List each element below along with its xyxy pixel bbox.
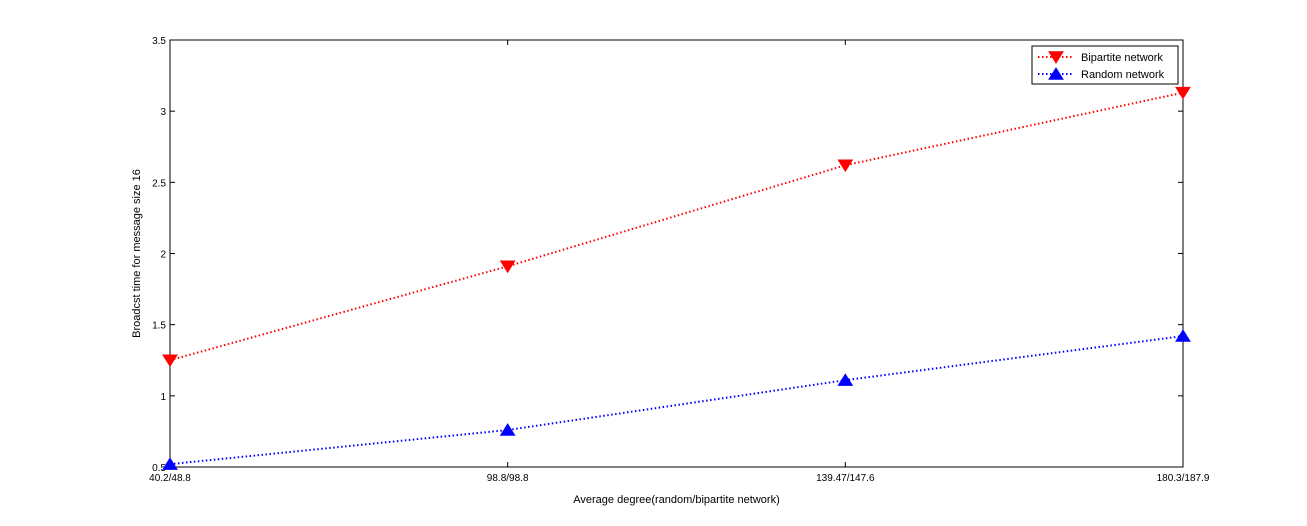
x-tick-label: 98.8/98.8 [487,473,529,484]
y-tick-label: 0.5 [152,463,166,474]
legend-marker [1048,51,1064,64]
axis-ticks: 0.5 1 1.5 2 2.5 3 3.5 40.2/48.8 98.8/98.8 139.47/… [149,36,1210,484]
data-point-marker [1175,86,1191,100]
series-bipartite [162,86,1191,368]
x-tick-label: 139.47/147.6 [816,473,875,484]
y-tick-label: 2.5 [152,178,166,189]
y-tick-label: 1 [160,392,166,403]
plot-area [169,39,1184,468]
x-tick-label: 180.3/187.9 [1157,473,1210,484]
x-axis-label: Average degree(random/bipartite network) [573,494,779,506]
legend-label: Bipartite network [1081,52,1163,64]
series-random [162,329,1191,470]
data-point-marker [1175,329,1191,342]
series-lines [162,86,1191,470]
y-tick-label: 1.5 [152,321,166,332]
data-point-marker [499,423,516,436]
legend-label: Random network [1081,69,1165,81]
y-tick-label: 3 [160,107,166,118]
data-point-marker [837,373,854,386]
data-point-marker [837,159,854,173]
data-point-marker [162,457,178,470]
y-axis-label: Broadcst time for message size 16 [131,169,143,338]
x-tick-label: 40.2/48.8 [149,473,191,484]
legend: Bipartite network Random network [1031,45,1179,85]
data-point-marker [499,260,516,274]
data-point-marker [162,354,178,368]
y-tick-label: 3.5 [152,36,166,47]
y-tick-label: 2 [160,250,166,261]
legend-marker [1048,67,1064,80]
